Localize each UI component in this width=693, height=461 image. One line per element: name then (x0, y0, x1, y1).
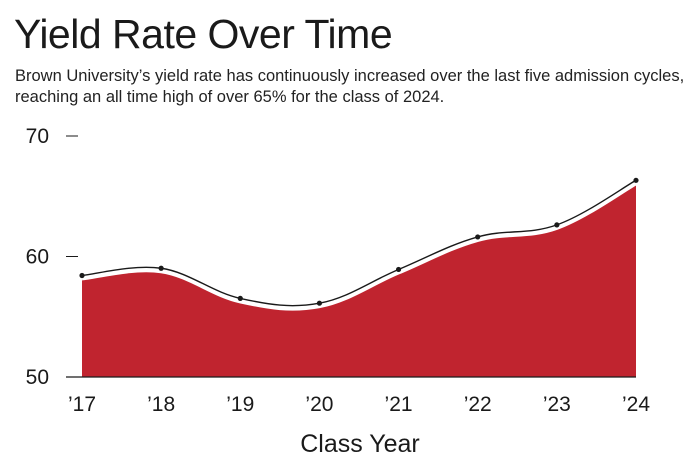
yield-line-highlight (81, 181, 637, 311)
chart-title: Yield Rate Over Time (14, 11, 393, 57)
y-tick-label-0: 50 (26, 366, 49, 389)
x-tick-label-1: ’18 (147, 393, 175, 416)
x-axis-label: Class Year (300, 430, 420, 458)
yield-area-fill (82, 181, 636, 377)
y-tick-label-2: 70 (26, 125, 49, 148)
x-tick-label-0: ’17 (68, 393, 96, 416)
axis-layer: 50 60 70 ’17 ’18 ’19 ’20 ’21 ’22 ’23 ’24 (26, 125, 651, 416)
x-tick-label-2: ’19 (226, 393, 254, 416)
data-point-3 (316, 300, 323, 306)
x-tick-label-7: ’24 (622, 393, 650, 416)
data-point-0 (79, 272, 85, 279)
area-layer (82, 181, 636, 377)
data-point-1 (158, 265, 164, 271)
yield-line (81, 179, 637, 307)
y-tick-label-1: 60 (26, 246, 49, 269)
data-point-4 (395, 266, 402, 273)
x-tick-label-3: ’20 (305, 393, 333, 416)
data-point-2 (237, 295, 243, 301)
data-point-7 (633, 177, 639, 183)
line-layer (81, 179, 637, 311)
x-tick-label-6: ’23 (543, 393, 571, 416)
data-point-6 (554, 222, 560, 228)
chart-subtitle: Brown University’s yield rate has contin… (15, 67, 685, 106)
marker-layer (79, 177, 639, 306)
data-point-5 (475, 234, 481, 240)
x-tick-label-5: ’22 (464, 393, 492, 416)
x-tick-label-4: ’21 (385, 393, 413, 416)
